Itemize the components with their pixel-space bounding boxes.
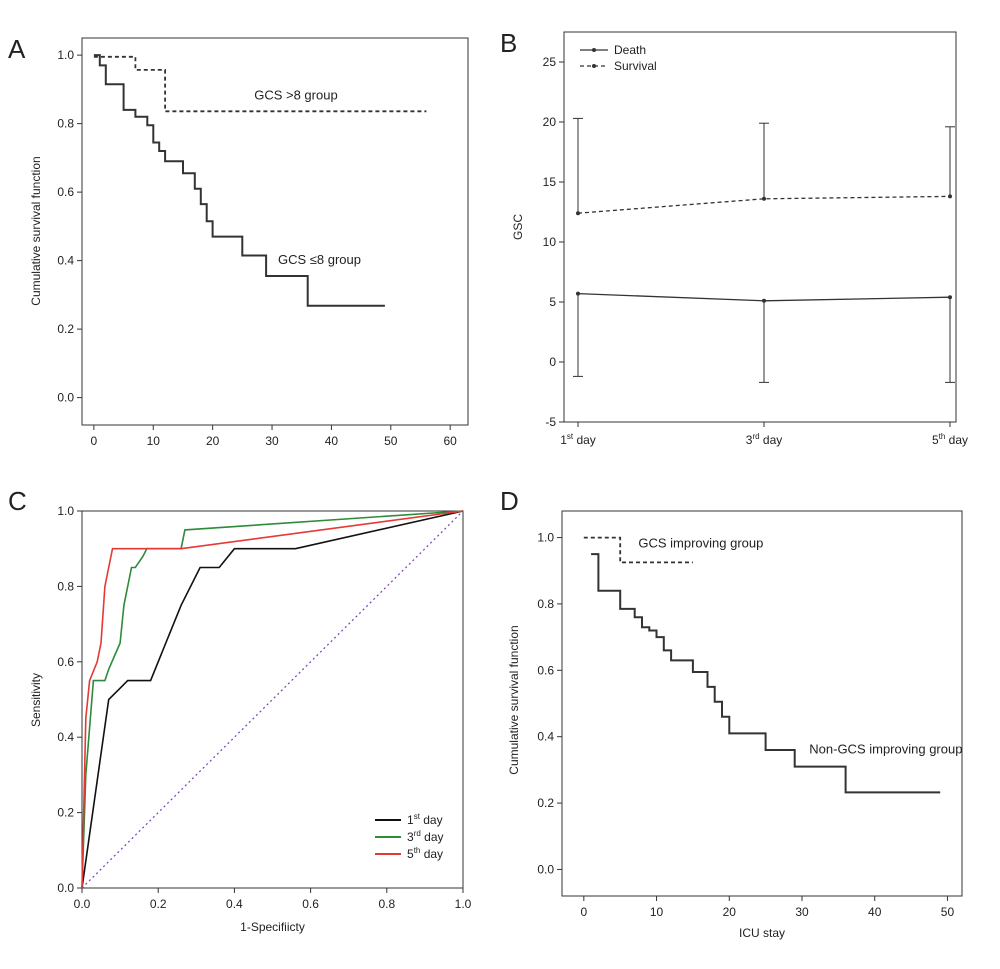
panel-a-y-tick-label: 0.0	[57, 391, 74, 405]
panel-c-series-1st-day	[81, 510, 464, 889]
panel-d-series-non-gcs-improving	[591, 553, 941, 794]
panel-b-point-survival	[576, 211, 580, 216]
panel-c-x-axis-label: 1-Specifiicty	[240, 920, 305, 934]
panel-d-annotation-1: Non-GCS improving group	[809, 741, 962, 756]
panel-a-y-tick-label: 1.0	[57, 48, 74, 62]
panel-a-x-tick-label: 40	[325, 434, 339, 448]
panel-b-legend-label: Death	[614, 43, 646, 57]
panel-c-y-tick-label: 0.8	[57, 579, 74, 593]
panel-a-series-gcs-above-8	[93, 55, 427, 113]
panel-d-frame	[561, 510, 963, 897]
panel-d-x-tick-label: 40	[868, 905, 882, 919]
panel-d-y-tick-label: 0.0	[537, 862, 554, 876]
panel-c-x-tick-label: 0.2	[150, 897, 167, 911]
panel-b-x-tick-label: 1st day	[560, 432, 596, 447]
panel-a-x-tick-label: 10	[147, 434, 161, 448]
panel-c-y-tick-label: 0.6	[57, 655, 74, 669]
panel-letter-a: A	[8, 34, 26, 64]
panel-letter-c: C	[8, 486, 27, 516]
panel-c-legend-label: 1st day	[407, 812, 443, 827]
panel-b-x-tick-label: 5th day	[932, 432, 968, 447]
panel-c-y-tick-label: 1.0	[57, 504, 74, 518]
panel-b-point-death	[948, 295, 952, 300]
panel-a-y-tick-label: 0.8	[57, 117, 74, 131]
panel-d-y-tick-label: 0.2	[537, 796, 554, 810]
panel-d-y-tick-label: 0.8	[537, 597, 554, 611]
panel-d-y-axis-label: Cumulative survival function	[507, 625, 521, 774]
panel-b-point-survival	[948, 194, 952, 199]
panel-a-x-tick-label: 0	[91, 434, 98, 448]
panel-b-point-death	[576, 291, 580, 296]
panel-d-x-axis-label: ICU stay	[739, 926, 785, 940]
panel-a-y-tick-label: 0.6	[57, 185, 74, 199]
panel-a-y-tick-label: 0.2	[57, 322, 74, 336]
panel-letter-b: B	[500, 28, 517, 58]
panel-d-x-tick-label: 50	[941, 905, 955, 919]
panel-c-y-axis-label: Sensitivity	[29, 673, 43, 727]
panel-c-x-tick-label: 0.8	[378, 897, 395, 911]
panel-a-survival-gcs: 0.0 0.2 0.4 0.6 0.8 1.0 0 10 20 30 40 50 60 Cumulativ…	[29, 37, 469, 448]
panel-c-x-tick-label: 1.0	[455, 897, 472, 911]
panel-b-point-death	[762, 298, 766, 303]
panel-c-frame	[81, 510, 464, 889]
panel-d-x-tick-label: 20	[723, 905, 737, 919]
panel-c-y-tick-label: 0.4	[57, 730, 74, 744]
panel-b-x-tick-label: 3rd day	[746, 432, 783, 447]
panel-c-roc: 0.0 0.2 0.4 0.6 0.8 1.0 0.0 0.2 0.4 0.6 0.8 1.0 Sens…	[29, 504, 472, 934]
panel-c-y-tick-label: 0.0	[57, 881, 74, 895]
panel-c-x-tick-label: 0.0	[74, 897, 91, 911]
panel-a-series-gcs-le-8	[93, 54, 385, 307]
panel-d-x-tick-label: 30	[795, 905, 809, 919]
panel-b-legend-marker	[592, 64, 596, 68]
panel-d-y-tick-label: 1.0	[537, 531, 554, 545]
panel-letter-d: D	[500, 486, 519, 516]
panel-b-frame	[563, 31, 957, 423]
panel-b-y-tick-label: 0	[549, 355, 556, 369]
panel-b-legend-marker	[592, 48, 596, 52]
panel-b-point-survival	[762, 196, 766, 201]
panel-b-y-tick-label: 25	[543, 55, 557, 69]
panel-a-frame	[81, 37, 469, 426]
panel-b-series-survival	[577, 195, 951, 214]
panel-b-legend-label: Survival	[614, 59, 657, 73]
panel-a-x-tick-label: 20	[206, 434, 220, 448]
panel-b-y-tick-label: 5	[549, 295, 556, 309]
panel-a-y-tick-label: 0.4	[57, 254, 74, 268]
panel-c-series-reference	[81, 510, 464, 889]
panel-d-y-tick-label: 0.4	[537, 730, 554, 744]
panel-c-y-tick-label: 0.2	[57, 806, 74, 820]
panel-b-y-tick-label: -5	[545, 415, 556, 429]
panel-a-x-tick-label: 30	[265, 434, 279, 448]
panel-d-x-tick-label: 10	[650, 905, 664, 919]
panel-b-gcs-by-day: -5 0 5 10 15 20 25 1st day 3rd day 5th day GSC Deat…	[511, 31, 968, 447]
panel-d-x-tick-label: 0	[580, 905, 587, 919]
panel-c-x-tick-label: 0.4	[226, 897, 243, 911]
panel-b-y-tick-label: 10	[543, 235, 557, 249]
panel-a-annotation-0: GCS >8 group	[254, 88, 337, 103]
panel-b-y-tick-label: 15	[543, 175, 557, 189]
panel-b-y-tick-label: 20	[543, 115, 557, 129]
panel-b-y-axis-label: GSC	[511, 214, 525, 240]
panel-a-annotation-1: GCS ≤8 group	[278, 252, 361, 267]
panel-a-x-tick-label: 60	[444, 434, 458, 448]
panel-a-y-axis-label: Cumulative survival function	[29, 156, 43, 305]
panel-c-legend-label: 3rd day	[407, 829, 444, 844]
panel-d-survival-icu: 0.0 0.2 0.4 0.6 0.8 1.0 0 10 20 30 40 50 Cumulative …	[507, 510, 963, 940]
panel-a-x-tick-label: 50	[384, 434, 398, 448]
panel-c-x-tick-label: 0.6	[302, 897, 319, 911]
panel-c-legend-label: 5th day	[407, 846, 443, 861]
panel-d-annotation-0: GCS improving group	[638, 536, 763, 551]
panel-d-y-tick-label: 0.6	[537, 663, 554, 677]
panel-c-series-5th-day	[81, 510, 464, 889]
